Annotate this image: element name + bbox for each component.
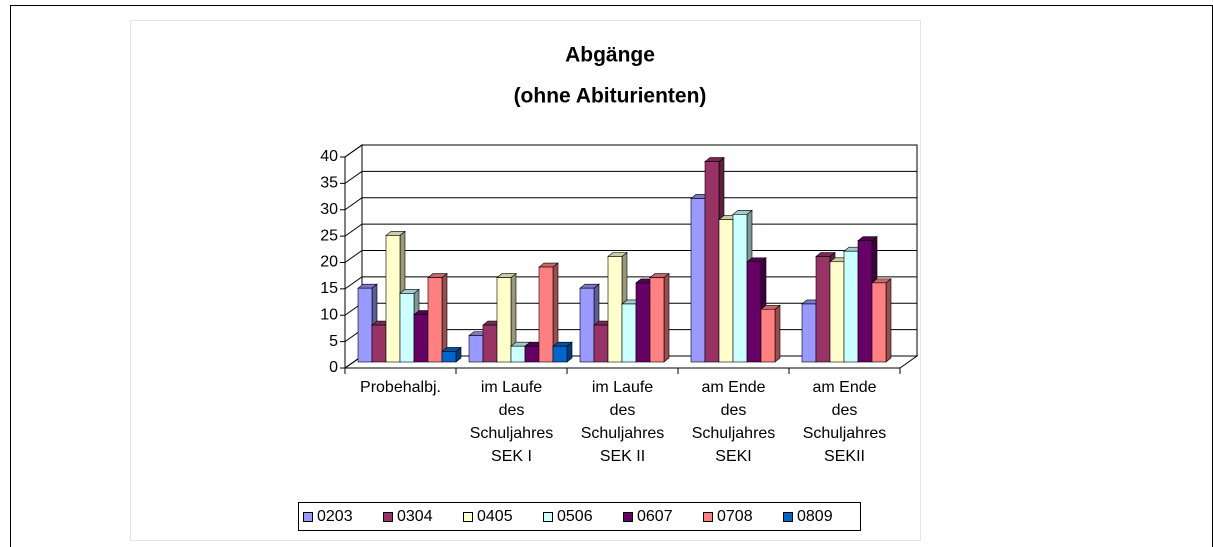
bar bbox=[635, 282, 651, 363]
x-tick-label: Probehalbj. bbox=[360, 379, 441, 396]
bar bbox=[732, 214, 748, 363]
chart-title: Abgänge bbox=[565, 44, 655, 67]
bar bbox=[441, 351, 457, 363]
bar bbox=[552, 345, 568, 363]
legend-swatch bbox=[783, 512, 793, 522]
x-tick-label-line: SEKI bbox=[715, 448, 751, 465]
x-tick-label-line: des bbox=[721, 402, 747, 419]
legend-swatch bbox=[543, 512, 553, 522]
bar bbox=[621, 303, 637, 363]
bar bbox=[746, 261, 762, 363]
y-tick-label: 25 bbox=[320, 227, 338, 244]
bar bbox=[829, 261, 845, 363]
x-tick-label-line: Probehalbj. bbox=[360, 379, 441, 396]
legend-swatch bbox=[303, 512, 313, 522]
x-tick-label-line: Schuljahres bbox=[803, 425, 887, 442]
y-tick-label: 30 bbox=[320, 201, 338, 218]
bar bbox=[593, 324, 609, 363]
legend-swatch bbox=[623, 512, 633, 522]
bar bbox=[427, 277, 443, 363]
y-tick-label: 40 bbox=[320, 148, 338, 165]
legend-swatch bbox=[703, 512, 713, 522]
bar bbox=[704, 161, 720, 363]
grid-line bbox=[344, 144, 917, 158]
bar bbox=[649, 277, 665, 363]
legend-label: 0405 bbox=[477, 508, 513, 525]
bar bbox=[607, 256, 623, 363]
bar bbox=[760, 308, 776, 363]
y-tick-label: 5 bbox=[329, 333, 338, 350]
y-tick-label: 0 bbox=[329, 359, 338, 376]
grid-line bbox=[344, 170, 917, 184]
legend-label: 0708 bbox=[717, 508, 753, 525]
bar bbox=[468, 335, 484, 363]
bar bbox=[843, 250, 859, 363]
y-tick-label: 15 bbox=[320, 280, 338, 297]
legend-label: 0809 bbox=[797, 508, 833, 525]
x-tick-label-line: im Laufe bbox=[592, 379, 653, 396]
x-tick-label-line: des bbox=[832, 402, 858, 419]
bar bbox=[690, 198, 706, 363]
legend-swatch bbox=[463, 512, 473, 522]
y-tick-label: 20 bbox=[320, 254, 338, 271]
legend-label: 0304 bbox=[397, 508, 433, 525]
bar-side bbox=[885, 278, 892, 363]
legend-label: 0506 bbox=[557, 508, 593, 525]
bar bbox=[871, 282, 887, 363]
bar bbox=[399, 293, 415, 363]
bar-side bbox=[663, 272, 670, 363]
bar bbox=[371, 324, 387, 363]
bar bbox=[815, 256, 831, 363]
legend-label: 0607 bbox=[637, 508, 673, 525]
bar bbox=[482, 324, 498, 363]
grid-line bbox=[344, 197, 917, 211]
x-tick-label-line: am Ende bbox=[812, 379, 876, 396]
bar bbox=[538, 266, 554, 363]
chart-subtitle: (ohne Abiturienten) bbox=[514, 85, 707, 108]
x-tick-label: im Laufe des Schuljahres SEK I bbox=[470, 379, 554, 465]
bar bbox=[357, 287, 373, 363]
legend-label: 0203 bbox=[317, 508, 353, 525]
x-tick-label: im Laufe des Schuljahres SEK II bbox=[581, 379, 665, 465]
x-tick-label-line: des bbox=[499, 402, 525, 419]
x-tick-label-line: des bbox=[610, 402, 636, 419]
x-tick-label-line: SEK I bbox=[491, 448, 532, 465]
bar bbox=[510, 345, 526, 363]
x-tick-label: am Ende des Schuljahres SEKII bbox=[803, 379, 887, 465]
x-tick-label: am Ende des Schuljahres SEKI bbox=[692, 379, 776, 465]
legend-swatch bbox=[383, 512, 393, 522]
x-tick-label-line: Schuljahres bbox=[581, 425, 665, 442]
bar bbox=[496, 277, 512, 363]
bar bbox=[857, 240, 873, 363]
x-tick-label-line: Schuljahres bbox=[692, 425, 776, 442]
x-tick-label-line: am Ende bbox=[701, 379, 765, 396]
y-tick-label: 10 bbox=[320, 306, 338, 323]
x-tick-label-line: Schuljahres bbox=[470, 425, 554, 442]
x-tick-label-line: SEKII bbox=[824, 448, 865, 465]
bar bbox=[579, 287, 595, 363]
bar bbox=[801, 303, 817, 363]
bar-side bbox=[774, 304, 781, 363]
x-tick-label-line: im Laufe bbox=[481, 379, 542, 396]
bar bbox=[413, 314, 429, 363]
bar bbox=[718, 219, 734, 363]
bar bbox=[524, 345, 540, 363]
y-tick-label: 35 bbox=[320, 175, 338, 192]
bar bbox=[385, 235, 401, 363]
x-tick-label-line: SEK II bbox=[600, 448, 645, 465]
